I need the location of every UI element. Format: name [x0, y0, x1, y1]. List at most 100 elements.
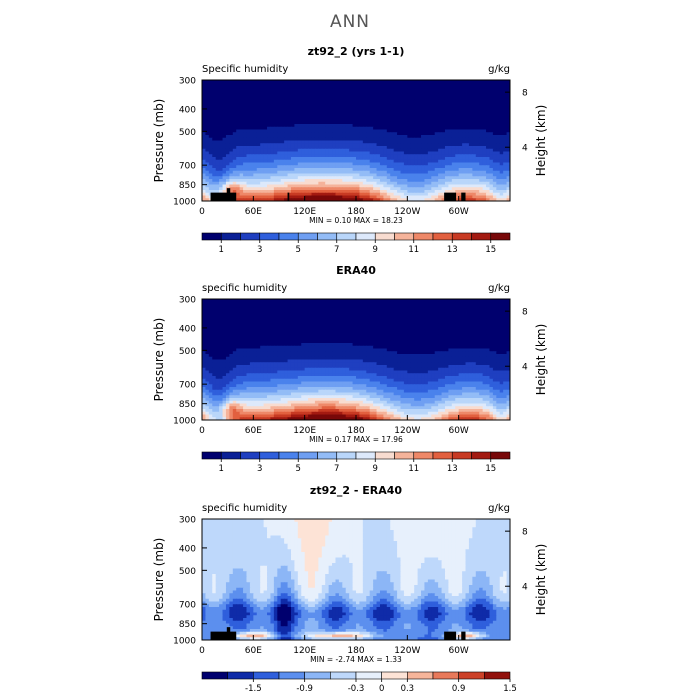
contour-cell	[492, 146, 497, 150]
contour-cell	[284, 124, 289, 128]
contour-cell	[397, 326, 402, 330]
contour-cell	[400, 124, 405, 128]
contour-cell	[479, 115, 484, 120]
contour-cell	[421, 190, 426, 194]
contour-cell	[482, 121, 487, 125]
contour-cell	[208, 315, 213, 319]
contour-cell	[239, 124, 244, 128]
contour-cell	[304, 110, 309, 114]
contour-cell	[403, 154, 408, 158]
contour-cell	[400, 176, 405, 180]
contour-cell	[260, 321, 265, 325]
contour-cell	[219, 187, 224, 191]
contour-cell	[208, 304, 213, 308]
contour-cell	[253, 148, 258, 153]
contour-cell	[202, 151, 207, 155]
contour-cell	[383, 170, 388, 175]
contour-cell	[434, 315, 439, 319]
contour-cell	[256, 187, 261, 191]
contour-cell	[468, 124, 473, 128]
contour-cell	[462, 129, 467, 133]
contour-cell	[390, 159, 395, 164]
contour-cell	[492, 85, 497, 89]
contour-cell	[332, 143, 337, 147]
contour-cell	[332, 124, 337, 128]
contour-cell	[448, 168, 453, 172]
contour-cell	[458, 124, 463, 128]
contour-cell	[349, 85, 354, 89]
contour-cell	[506, 168, 510, 172]
contour-cell	[397, 299, 402, 303]
contour-cell	[356, 165, 361, 169]
contour-cell	[414, 310, 419, 314]
contour-cell	[421, 115, 426, 120]
contour-cell	[482, 129, 487, 133]
contour-cell	[273, 88, 278, 92]
contour-cell	[407, 135, 412, 139]
contour-cell	[284, 110, 289, 114]
contour-cell	[308, 192, 313, 197]
contour-cell	[366, 137, 371, 142]
contour-cell	[383, 184, 388, 188]
contour-cell	[479, 176, 484, 180]
contour-cell	[314, 129, 319, 133]
contour-cell	[438, 176, 443, 180]
contour-cell	[208, 107, 213, 111]
contour-cell	[243, 85, 248, 89]
contour-cell	[338, 80, 343, 84]
contour-cell	[349, 192, 354, 197]
contour-cell	[496, 162, 501, 166]
contour-cell	[297, 102, 302, 106]
contour-cell	[390, 124, 395, 128]
contour-cell	[376, 312, 381, 317]
contour-cell	[311, 318, 316, 322]
contour-cell	[225, 154, 230, 158]
contour-cell	[328, 173, 333, 177]
contour-cell	[496, 88, 501, 92]
contour-cell	[287, 148, 292, 153]
contour-cell	[379, 181, 384, 186]
contour-cell	[407, 85, 412, 89]
contour-cell	[462, 88, 467, 92]
contour-cell	[468, 126, 473, 131]
contour-cell	[342, 151, 347, 155]
contour-cell	[451, 126, 456, 131]
contour-cell	[465, 310, 470, 314]
contour-cell	[225, 115, 230, 120]
contour-cell	[263, 129, 268, 133]
contour-cell	[335, 179, 340, 183]
contour-cell	[441, 85, 446, 89]
contour-cell	[349, 184, 354, 188]
contour-cell	[215, 190, 220, 194]
contour-cell	[407, 146, 412, 150]
contour-cell	[441, 304, 446, 308]
contour-cell	[499, 88, 504, 92]
contour-cell	[421, 146, 426, 150]
contour-cell	[243, 129, 248, 133]
contour-cell	[321, 143, 326, 147]
contour-cell	[414, 126, 419, 131]
contour-cell	[301, 93, 306, 98]
contour-cell	[427, 176, 432, 180]
contour-cell	[369, 146, 374, 150]
contour-cell	[243, 159, 248, 164]
contour-cell	[332, 132, 337, 136]
contour-cell	[421, 99, 426, 103]
contour-cell	[325, 162, 330, 166]
contour-cell	[342, 299, 347, 303]
contour-cell	[475, 173, 480, 177]
contour-cell	[273, 93, 278, 98]
contour-cell	[263, 195, 268, 199]
contour-cell	[403, 146, 408, 150]
contour-cell	[318, 132, 323, 136]
contour-cell	[225, 176, 230, 180]
contour-cell	[434, 154, 439, 158]
contour-cell	[311, 326, 316, 330]
contour-cell	[438, 159, 443, 164]
contour-cell	[236, 115, 241, 120]
contour-cell	[267, 190, 272, 194]
contour-cell	[438, 102, 443, 106]
contour-cell	[383, 307, 388, 311]
contour-cell	[482, 124, 487, 128]
contour-cell	[249, 115, 254, 120]
